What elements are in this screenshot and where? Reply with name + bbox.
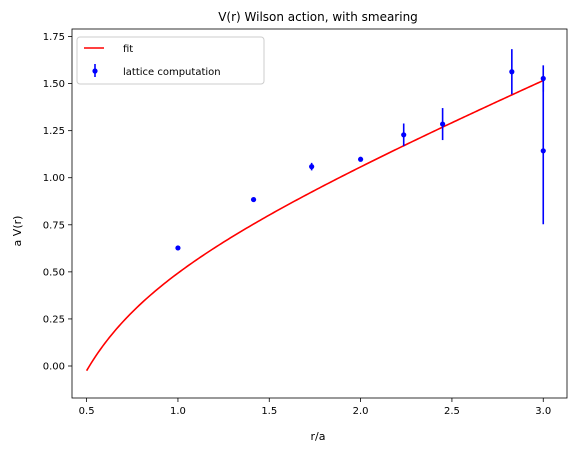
fit-layer bbox=[85, 79, 544, 372]
plot-frame bbox=[71, 28, 568, 399]
x-tick-label: 1.0 bbox=[170, 406, 186, 417]
y-tick-label: 0.25 bbox=[43, 314, 65, 325]
data-point bbox=[440, 108, 446, 141]
x-tick-label: 2.5 bbox=[444, 406, 460, 417]
point-marker bbox=[309, 164, 315, 170]
data-point bbox=[357, 156, 364, 162]
point-marker bbox=[401, 132, 407, 138]
x-tick-label: 3.0 bbox=[535, 406, 551, 417]
chart-title: V(r) Wilson action, with smearing bbox=[218, 10, 418, 24]
legend-box bbox=[76, 36, 265, 85]
y-tick-label: 1.50 bbox=[43, 79, 65, 90]
legend-errorbar-swatch bbox=[92, 64, 98, 77]
point-marker bbox=[175, 245, 181, 251]
y-tick-label: 1.75 bbox=[43, 32, 65, 43]
y-tick-label: 0.50 bbox=[43, 267, 65, 278]
data-point bbox=[401, 123, 407, 147]
y-axis-label: a V(r) bbox=[11, 216, 24, 247]
point-marker bbox=[540, 148, 546, 154]
x-axis-label: r/a bbox=[311, 430, 326, 443]
y-ticks: 0.00 0.25 0.50 0.75 1.00 1.25 1.50 1.75 bbox=[43, 32, 72, 372]
data-point bbox=[175, 245, 181, 251]
x-ticks: 0.5 1.0 1.5 2.0 2.5 3.0 bbox=[79, 398, 551, 417]
y-tick-label: 1.25 bbox=[43, 126, 65, 137]
y-tick-label: 1.00 bbox=[43, 173, 65, 184]
fit-curve bbox=[85, 79, 544, 372]
point-marker bbox=[509, 69, 515, 75]
x-tick-label: 2.0 bbox=[353, 406, 369, 417]
y-tick-label: 0.75 bbox=[43, 220, 65, 231]
data-point bbox=[250, 196, 257, 203]
point-marker bbox=[357, 156, 364, 162]
plot-area bbox=[71, 28, 568, 399]
data-point bbox=[540, 77, 546, 225]
data-point bbox=[309, 162, 315, 171]
x-tick-label: 0.5 bbox=[79, 406, 95, 417]
point-marker bbox=[250, 196, 257, 203]
legend-fit-label: fit bbox=[123, 44, 133, 55]
y-tick-label: 0.00 bbox=[43, 361, 65, 372]
legend: fit lattice computation bbox=[76, 36, 265, 85]
points-layer bbox=[175, 49, 546, 251]
data-point bbox=[509, 49, 515, 95]
point-marker bbox=[440, 121, 446, 127]
legend-lattice-label: lattice computation bbox=[123, 67, 221, 78]
x-tick-label: 1.5 bbox=[261, 406, 277, 417]
